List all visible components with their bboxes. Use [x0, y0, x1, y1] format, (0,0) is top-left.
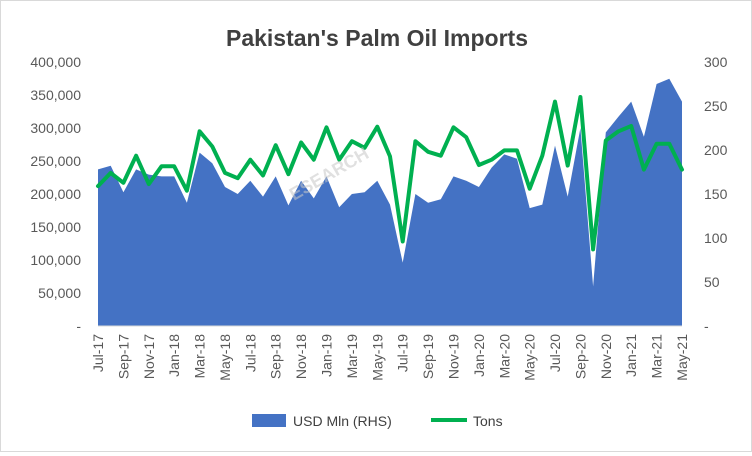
x-tick-label: Jul-17: [90, 334, 106, 372]
legend-swatch-usd-mln: [252, 414, 286, 427]
x-tick-label: Jul-18: [242, 334, 258, 372]
x-tick-label: Jul-20: [547, 334, 563, 372]
y-right-tick-label: 100: [704, 230, 728, 246]
x-tick-label: Sep-18: [268, 334, 284, 379]
x-tick-label: Nov-18: [293, 334, 309, 379]
y-right-tick-label: 250: [704, 98, 728, 114]
x-tick-label: May-19: [369, 334, 385, 381]
x-tick-label: Jan-19: [319, 334, 335, 377]
y-left-tick-label: 50,000: [38, 285, 81, 301]
series-area-usd-mln: [98, 78, 682, 326]
x-tick-label: Nov-20: [598, 334, 614, 379]
y-left-tick-label: 150,000: [30, 219, 81, 235]
y-left-tick-label: 100,000: [30, 252, 81, 268]
x-tick-label: Jul-19: [395, 334, 411, 372]
x-tick-label: Mar-18: [192, 334, 208, 379]
x-tick-label: May-20: [522, 334, 538, 381]
x-tick-label: May-21: [674, 334, 690, 381]
legend: USD Mln (RHS) Tons: [252, 413, 503, 429]
x-tick-label: Nov-17: [141, 334, 157, 379]
legend-label-tons: Tons: [473, 413, 503, 429]
y-left-tick-label: 400,000: [30, 54, 81, 70]
x-tick-label: Mar-21: [649, 334, 665, 379]
x-tick-label: Mar-20: [496, 334, 512, 379]
legend-label-usd-mln: USD Mln (RHS): [293, 413, 392, 429]
chart-title: Pakistan's Palm Oil Imports: [226, 25, 528, 51]
y-left-tick-label: -: [76, 318, 81, 334]
x-tick-label: Jan-21: [623, 334, 639, 377]
y-right-tick-label: 200: [704, 142, 728, 158]
series-line-tons: [96, 95, 684, 252]
line-layer: [96, 95, 684, 252]
x-tick-label: Nov-19: [445, 334, 461, 379]
x-tick-label: Sep-20: [572, 334, 588, 379]
x-tick-label: Sep-19: [420, 334, 436, 379]
x-tick-label: May-18: [217, 334, 233, 381]
x-tick-label: Mar-19: [344, 334, 360, 379]
y-right-tick-label: 150: [704, 186, 728, 202]
y-right-tick-label: -: [704, 318, 709, 334]
x-tick-label: Sep-17: [115, 334, 131, 379]
y-left-tick-label: 250,000: [30, 153, 81, 169]
y-right-tick-label: 300: [704, 54, 728, 70]
x-tick-label: Jan-18: [166, 334, 182, 377]
y-left-tick-label: 300,000: [30, 120, 81, 136]
axes-layer: - 50,000 100,000 150,000 200,000 250,000 300,0…: [30, 54, 727, 381]
y-left-tick-label: 200,000: [30, 186, 81, 202]
y-left-tick-label: 350,000: [30, 87, 81, 103]
x-tick-label: Jan-20: [471, 334, 487, 377]
area-layer: [98, 78, 682, 326]
y-right-tick-label: 50: [704, 274, 720, 290]
